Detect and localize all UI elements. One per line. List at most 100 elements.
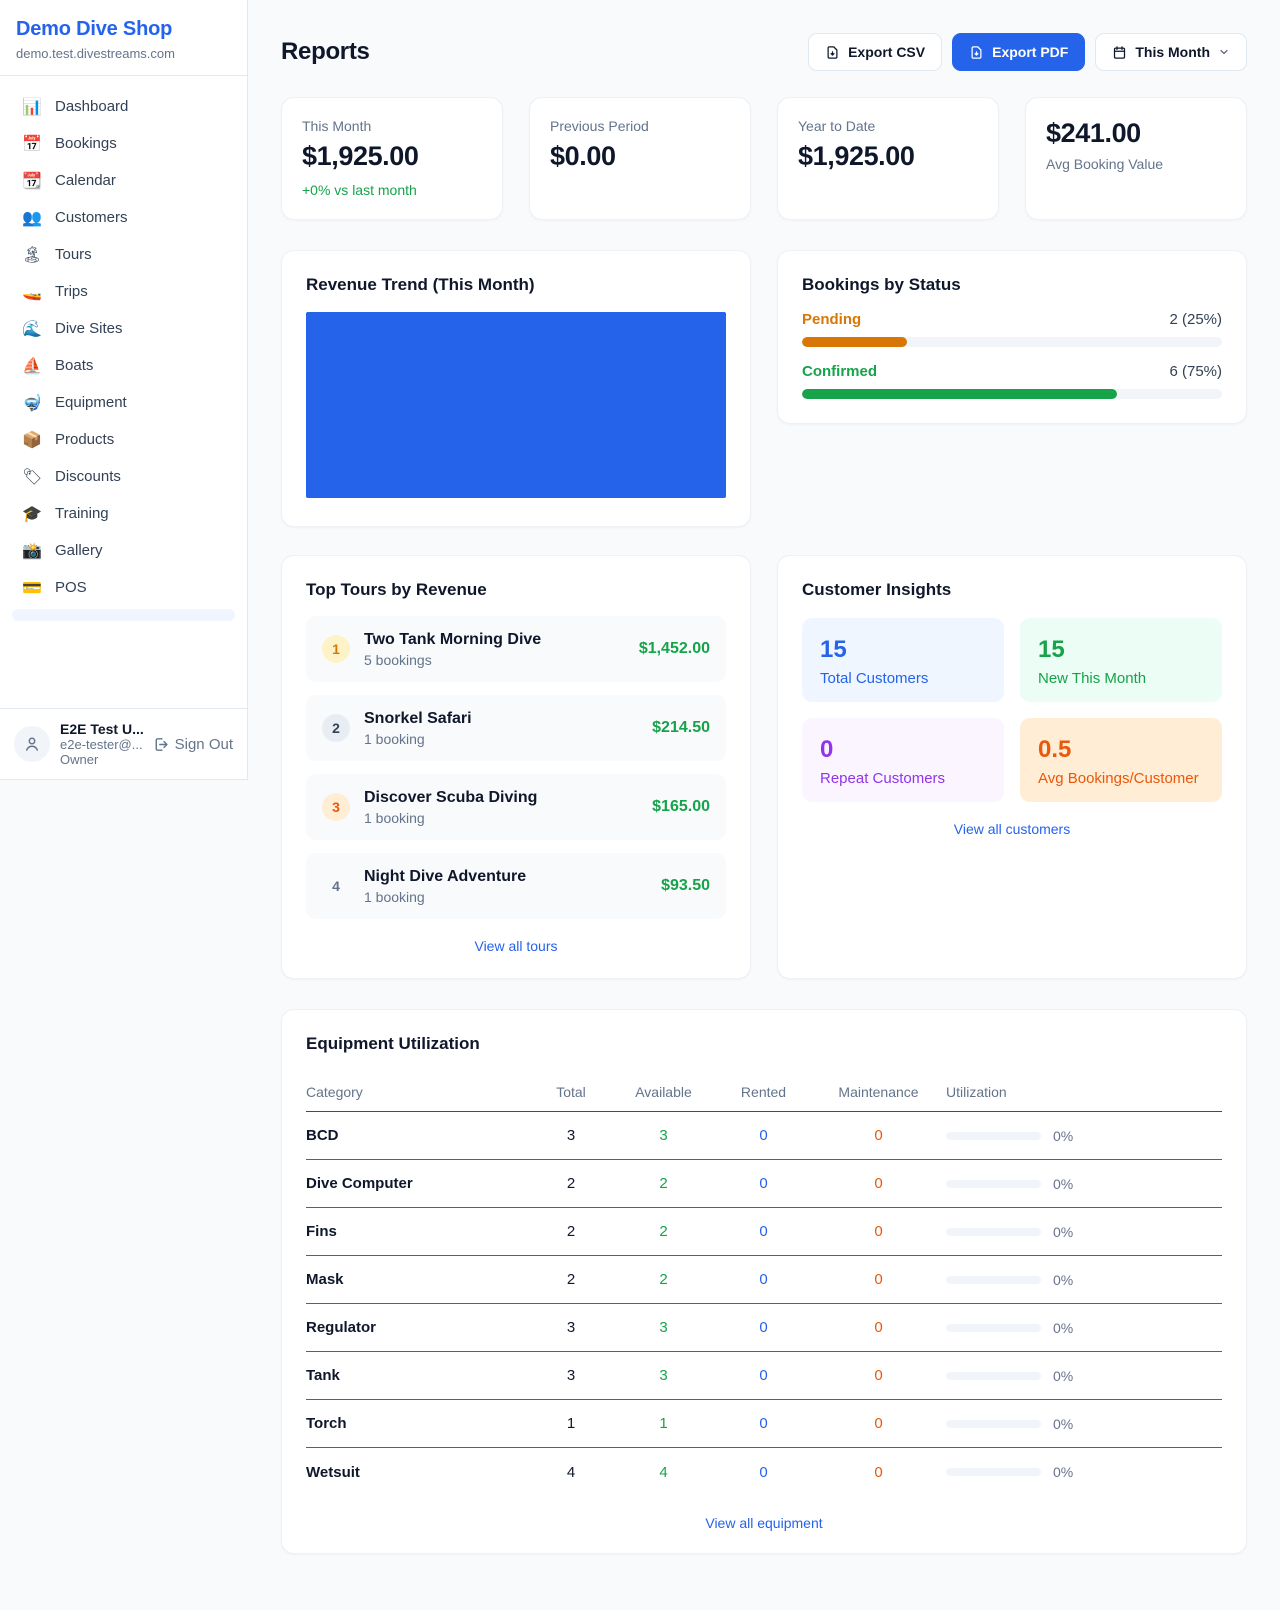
view-all-equipment-link[interactable]: View all equipment <box>705 1515 823 1531</box>
shop-domain: demo.test.divestreams.com <box>16 46 175 61</box>
column-header: Utilization <box>946 1083 1007 1100</box>
stat-value: $0.00 <box>550 141 616 171</box>
revenue-trend-card: Revenue Trend (This Month) <box>281 250 751 527</box>
sidebar-item-label: Products <box>55 431 115 448</box>
export-pdf-label: Export PDF <box>992 44 1069 60</box>
table-row: Torch 1 1 0 0 0% <box>306 1400 1222 1448</box>
equipment-maintenance: 0 <box>874 1319 883 1336</box>
equipment-maintenance: 0 <box>874 1415 883 1432</box>
sidebar-item-boats[interactable]: ⛵ Boats <box>12 347 235 384</box>
view-all-tours-link[interactable]: View all tours <box>474 938 558 954</box>
equipment-category: Regulator <box>306 1319 377 1336</box>
equipment-available: 2 <box>659 1175 668 1192</box>
tour-row: 4 Night Dive Adventure 1 booking $93.50 <box>306 853 726 919</box>
export-csv-label: Export CSV <box>848 44 926 60</box>
table-row: Wetsuit 4 4 0 0 0% <box>306 1448 1222 1496</box>
view-all-customers-link[interactable]: View all customers <box>953 821 1071 837</box>
table-row: Dive Computer 2 2 0 0 0% <box>306 1160 1222 1208</box>
equipment-rented: 0 <box>759 1271 768 1288</box>
tour-row: 1 Two Tank Morning Dive 5 bookings $1,45… <box>306 616 726 682</box>
stat-card-this-month: This Month $1,925.00 +0% vs last month <box>281 97 503 220</box>
column-header: Category <box>306 1083 363 1100</box>
sidebar-item-customers[interactable]: 👥 Customers <box>12 199 235 236</box>
equipment-maintenance: 0 <box>874 1127 883 1144</box>
user-name: E2E Test U... <box>60 721 144 737</box>
bookings-by-status-card: Bookings by Status Pending 2 (25%) Confi… <box>777 250 1247 424</box>
header-actions: Export CSV Export PDF This Month <box>808 33 1247 71</box>
table-row: Fins 2 2 0 0 0% <box>306 1208 1222 1256</box>
stat-delta: +0% vs last month <box>302 182 417 198</box>
revenue-trend-title: Revenue Trend (This Month) <box>306 275 535 294</box>
sidebar-item-label: Dashboard <box>55 98 129 115</box>
sidebar-item-active-partial[interactable] <box>12 609 235 621</box>
equipment-total: 3 <box>566 1367 576 1384</box>
equipment-rented: 0 <box>759 1463 768 1481</box>
table-row: Regulator 3 3 0 0 0% <box>306 1304 1222 1352</box>
top-tours-card: Top Tours by Revenue 1 Two Tank Morning … <box>281 555 751 979</box>
sidebar-item-trips[interactable]: 🚤 Trips <box>12 273 235 310</box>
sidebar-item-equipment[interactable]: 🤿 Equipment <box>12 384 235 421</box>
insight-label: Total Customers <box>820 670 929 687</box>
sign-out-label: Sign Out <box>174 735 233 753</box>
user-role: Owner <box>60 752 99 767</box>
sidebar-item-label: Tours <box>55 246 92 263</box>
equipment-available: 2 <box>659 1271 668 1288</box>
rank-badge: 1 <box>322 635 350 663</box>
insight-value: 0 <box>820 736 834 763</box>
avatar <box>14 726 50 762</box>
sidebar-item-discounts[interactable]: 🏷 Discounts <box>12 458 235 495</box>
sidebar-item-dive-sites[interactable]: 🌊 Dive Sites <box>12 310 235 347</box>
stat-value: $241.00 <box>1046 118 1141 148</box>
calendar-date-icon: 📅 <box>22 133 42 153</box>
period-select[interactable]: This Month <box>1095 33 1247 71</box>
sidebar-item-label: Training <box>55 505 109 522</box>
equipment-maintenance: 0 <box>874 1271 883 1288</box>
tour-name: Snorkel Safari <box>364 709 472 727</box>
sailboat-icon: ⛵ <box>22 355 42 375</box>
equipment-available: 2 <box>659 1223 668 1240</box>
insights-grid: 15 Total Customers 15 New This Month 0 R… <box>802 618 1222 802</box>
sidebar-item-gallery[interactable]: 📸 Gallery <box>12 532 235 569</box>
utilization-percent: 0% <box>1053 1464 1074 1480</box>
person-icon <box>26 737 38 751</box>
export-csv-button[interactable]: Export CSV <box>808 33 943 71</box>
equipment-category: Mask <box>306 1271 344 1288</box>
stat-label: Previous Period <box>550 118 649 134</box>
sidebar-item-bookings[interactable]: 📅 Bookings <box>12 125 235 162</box>
bookings-by-status-title: Bookings by Status <box>802 275 961 294</box>
equipment-utilization-card: Equipment Utilization Category Total Ava… <box>281 1009 1247 1554</box>
sign-out-button[interactable]: Sign Out <box>152 736 233 753</box>
diving-mask-icon: 🤿 <box>22 392 42 412</box>
equipment-total: 3 <box>566 1319 576 1336</box>
tear-off-calendar-icon: 📆 <box>22 170 42 190</box>
sidebar-item-label: Gallery <box>55 542 103 559</box>
equipment-maintenance: 0 <box>874 1463 883 1481</box>
tour-name: Night Dive Adventure <box>364 867 527 885</box>
shop-name[interactable]: Demo Dive Shop <box>16 18 173 40</box>
people-icon: 👥 <box>22 207 42 227</box>
insights-row: Top Tours by Revenue 1 Two Tank Morning … <box>281 555 1247 979</box>
sidebar-item-tours[interactable]: 🏝 Tours <box>12 236 235 273</box>
utilization-bar <box>946 1131 1041 1140</box>
stat-value: $1,925.00 <box>302 141 419 171</box>
equipment-category: Torch <box>306 1415 347 1432</box>
status-bar-fill <box>802 389 1117 399</box>
utilization-bar <box>946 1275 1041 1284</box>
sidebar-item-products[interactable]: 📦 Products <box>12 421 235 458</box>
equipment-category: Tank <box>306 1367 340 1384</box>
export-pdf-button[interactable]: Export PDF <box>952 33 1086 71</box>
equipment-rented: 0 <box>759 1127 768 1144</box>
page-header: Reports Export CSV Export PDF This Month <box>281 33 1247 71</box>
sidebar-item-pos[interactable]: 💳 POS <box>12 569 235 606</box>
utilization-bar <box>946 1371 1041 1380</box>
sidebar-item-dashboard[interactable]: 📊 Dashboard <box>12 88 235 125</box>
equipment-rented: 0 <box>759 1367 768 1384</box>
sidebar-item-calendar[interactable]: 📆 Calendar <box>12 162 235 199</box>
customer-insights-card: Customer Insights 15 Total Customers 15 … <box>777 555 1247 979</box>
tour-revenue: $165.00 <box>652 798 710 815</box>
equipment-rented: 0 <box>759 1223 768 1240</box>
tour-bookings: 1 booking <box>364 809 425 826</box>
sidebar-item-training[interactable]: 🎓 Training <box>12 495 235 532</box>
equipment-table-header: Category Total Available Rented Maintena… <box>306 1072 1222 1112</box>
stat-card-avg-booking-value: $241.00 Avg Booking Value <box>1025 97 1247 220</box>
